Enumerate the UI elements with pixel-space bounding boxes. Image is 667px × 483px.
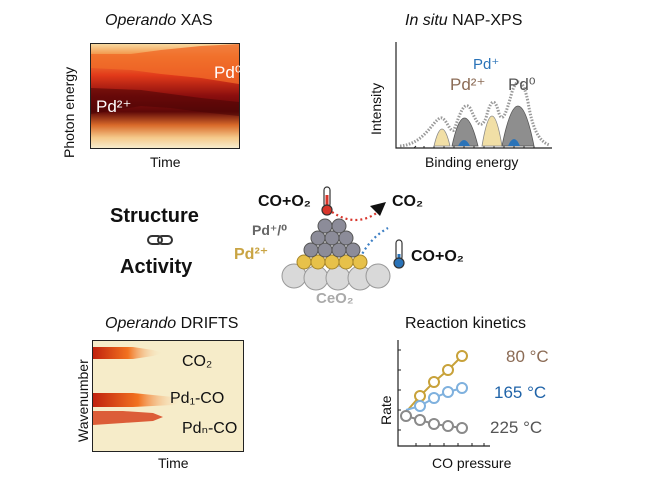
xas-title: Operando XAS: [105, 12, 213, 30]
xps-peak-pdplus-b: [508, 139, 520, 146]
xps-ticks: [413, 145, 535, 149]
series-80c-point: [456, 350, 468, 362]
xps-peak-pd0-a: [451, 117, 479, 147]
thermometer-hot-icon: [321, 186, 333, 216]
kinetics-ylabel: Rate: [378, 395, 394, 425]
ceo2-label: CeO₂: [316, 290, 354, 307]
drifts-label-pdn: Pdₙ-CO: [182, 420, 238, 437]
xps-ylabel: Intensity: [368, 82, 384, 135]
hot-pathway-arrow: [331, 211, 379, 222]
series-165c-point: [414, 400, 426, 412]
series-80c-label: 80 °C: [506, 347, 549, 366]
series-225c-point: [414, 414, 426, 426]
xas-title-rest: XAS: [176, 12, 213, 29]
pd0-atom: [331, 218, 347, 234]
xps-spectrum: [395, 42, 552, 149]
kinetics-plot: [397, 340, 490, 447]
kinetics-ticks: [398, 349, 485, 446]
series-165c-point: [456, 382, 468, 394]
xas-heatmap: [90, 43, 240, 149]
catalyst-illustration: [281, 202, 391, 291]
series-225c-point: [442, 420, 454, 432]
xps-label-pd0: Pd⁰: [508, 75, 536, 94]
xps-label-pd2: Pd²⁺: [450, 75, 486, 94]
pd-plus0-label: Pd⁺/⁰: [252, 222, 288, 238]
xps-title-rest: NAP-XPS: [447, 12, 523, 29]
xps-title-italic: In situ: [405, 12, 448, 29]
xps-peak-pd2-a: [433, 128, 451, 147]
xas-heatmap-graphic: [91, 44, 239, 148]
drifts-xlabel: Time: [158, 455, 189, 471]
drifts-heatmap-graphic: [93, 347, 183, 425]
xas-pd2-band: [91, 88, 239, 116]
xps-peak-pd2-b: [481, 115, 503, 147]
reactant-bottom-label: CO+O₂: [411, 248, 464, 265]
drifts-title-rest: DRIFTS: [176, 315, 239, 332]
structure-label: Structure: [110, 205, 199, 227]
kinetics-xlabel: CO pressure: [432, 455, 512, 471]
product-label: CO₂: [392, 193, 424, 210]
drifts-label-co2: CO₂: [182, 353, 213, 370]
ceo2-atom: [325, 265, 351, 291]
ceo2-atom: [303, 265, 329, 291]
kinetics-axes: [397, 340, 490, 447]
series-165c-point: [442, 386, 454, 398]
drifts-heatmap: [92, 340, 244, 452]
series-80c-point: [442, 364, 454, 376]
pd0-atom: [345, 242, 361, 258]
ceo2-atom: [365, 263, 391, 289]
product-arrow-head: [370, 202, 386, 216]
drifts-band-pd1: [93, 393, 183, 407]
activity-label: Activity: [120, 256, 193, 278]
chain-link-icon: [147, 235, 173, 245]
xps-raw-data: [399, 80, 551, 148]
drifts-band-pdn: [93, 411, 163, 425]
xas-title-italic: Operando: [105, 12, 177, 29]
xps-label-pdplus: Pd⁺: [473, 56, 500, 73]
series-165c-point: [428, 392, 440, 404]
drifts-band-co2: [93, 347, 163, 359]
xas-label-pd0: Pd⁰: [214, 63, 242, 82]
xas-pd0-band: [91, 44, 239, 84]
series-165c-label: 165 °C: [494, 383, 547, 402]
pd0-atom: [317, 218, 333, 234]
xas-xlabel: Time: [150, 154, 181, 170]
thermometer-cold-icon: [393, 239, 405, 269]
series-225c-point: [456, 422, 468, 434]
drifts-label-pd1: Pd₁-CO: [170, 390, 225, 407]
cold-pathway-arrow: [359, 227, 389, 259]
reactant-top-label: CO+O₂: [258, 193, 311, 210]
series-225c-label: 225 °C: [490, 418, 543, 437]
xps-xlabel: Binding energy: [425, 154, 519, 170]
series-225c-point: [400, 410, 412, 422]
xps-axes: [395, 42, 552, 149]
kinetics-title: Reaction kinetics: [405, 315, 526, 332]
series-225c-point: [428, 418, 440, 430]
xas-label-pd2: Pd²⁺: [96, 97, 132, 116]
series-80c-point: [414, 390, 426, 402]
series-80c-point: [428, 376, 440, 388]
pd0-atom: [338, 230, 354, 246]
xps-peak-pdplus-a: [458, 140, 470, 146]
xps-peak-pd0-b: [501, 105, 535, 147]
xas-ylabel: Photon energy: [61, 66, 77, 158]
drifts-title: Operando DRIFTS: [105, 315, 238, 333]
xps-title: In situ NAP-XPS: [405, 12, 522, 30]
drifts-title-italic: Operando: [105, 315, 177, 332]
pd-2plus-label: Pd²⁺: [234, 246, 269, 263]
pd2-atom: [352, 254, 368, 270]
drifts-ylabel: Wavenumber: [75, 359, 91, 442]
